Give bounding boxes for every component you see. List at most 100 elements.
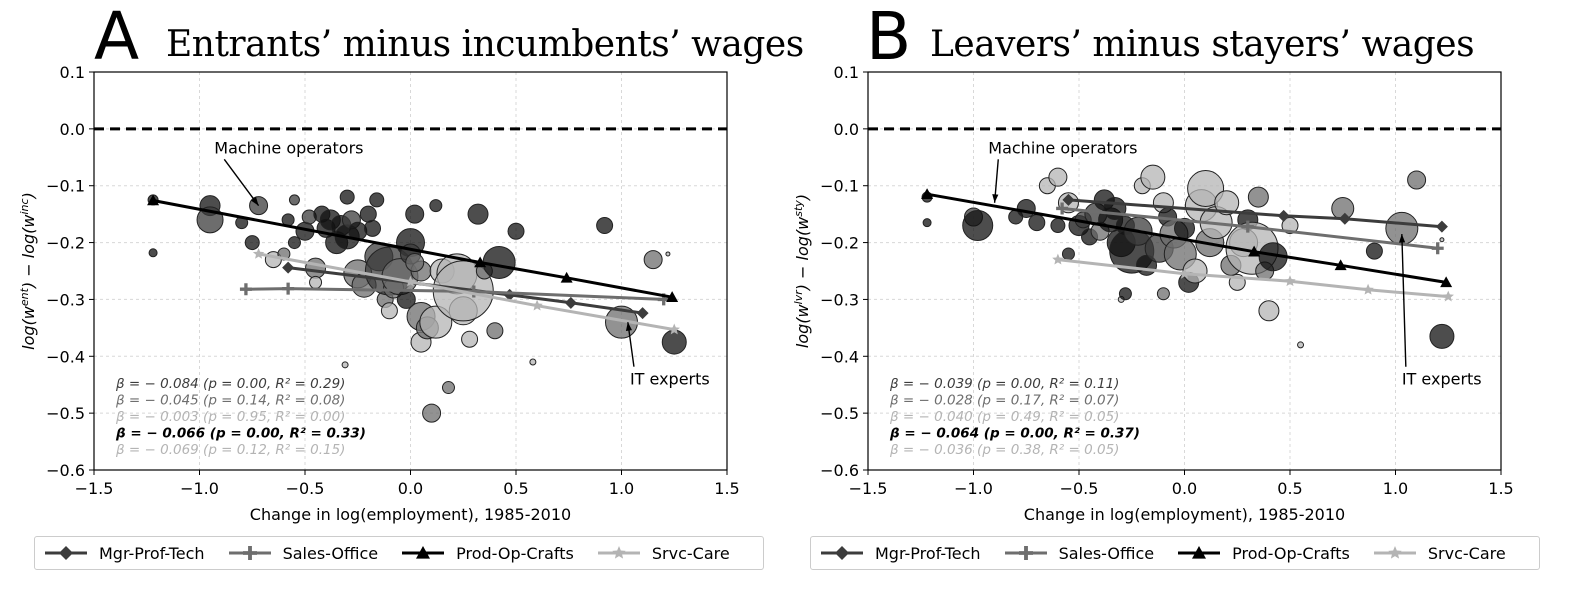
annotation-arrowhead — [251, 196, 259, 206]
data-point — [1103, 196, 1127, 220]
legend-star-icon — [1373, 546, 1416, 559]
x-tick-label: −1.5 — [75, 479, 114, 498]
legend-item: Mgr-Prof-Tech — [43, 544, 205, 563]
data-point — [1187, 170, 1225, 208]
fit-line-marker — [252, 247, 265, 259]
fit-line-marker — [668, 323, 680, 335]
legend-plus-icon — [1004, 546, 1047, 560]
legend-label: Srvc-Care — [651, 543, 730, 563]
fit-line-marker — [1442, 290, 1454, 302]
x-tick-label: 1.5 — [1488, 479, 1513, 498]
annotation-arrowhead — [992, 194, 999, 203]
legend-item: Prod-Op-Crafts — [1176, 544, 1350, 563]
data-point — [305, 257, 327, 279]
legend-label: Sales-Office — [1058, 543, 1155, 563]
annotation-arrowhead — [1399, 234, 1406, 243]
y-axis-label: log(wlvr) − log(wsty) — [792, 194, 812, 348]
fit-line-mgr-prof-tech — [1062, 193, 1448, 233]
data-point — [1061, 247, 1075, 261]
legend-marker — [1192, 546, 1207, 559]
legend-marker — [242, 546, 257, 560]
data-point — [341, 361, 349, 369]
x-tick-label: 1.0 — [609, 479, 634, 498]
regression-stat: β = − 0.069 (p = 0.12, R² = 0.15) — [115, 442, 345, 458]
panel-title: Entrants’ minus incumbents’ wages — [166, 24, 804, 65]
y-tick-label: −0.4 — [46, 347, 85, 366]
fit-line-path — [245, 287, 664, 301]
fit-line-marker — [1248, 245, 1261, 257]
y-tick-label: −0.2 — [820, 234, 859, 253]
legend-triangle-icon — [1178, 546, 1221, 559]
fit-line-marker — [560, 271, 573, 283]
regression-stat: β = − 0.084 (p = 0.00, R² = 0.29) — [115, 376, 345, 392]
data-point — [405, 252, 425, 272]
y-tick-label: −0.6 — [46, 461, 85, 480]
legend-label: Sales-Office — [282, 543, 379, 563]
data-point — [643, 250, 663, 270]
data-point — [486, 322, 504, 340]
y-tick-label: −0.4 — [820, 347, 859, 366]
x-axis-label: Change in log(employment), 1985-2010 — [250, 505, 571, 524]
regression-stat: β = − 0.028 (p = 0.17, R² = 0.07) — [889, 393, 1119, 409]
fit-line-marker — [1178, 267, 1191, 279]
fit-line-marker — [282, 261, 295, 274]
fit-line-sales-office — [239, 282, 670, 306]
fit-line-marker — [1062, 193, 1075, 206]
annotation-label: Machine operators — [988, 138, 1137, 157]
annotation-arrowhead — [625, 322, 633, 331]
legend-item: Sales-Office — [227, 543, 379, 563]
legend-star-icon — [597, 546, 640, 559]
regression-stat: β = − 0.039 (p = 0.00, R² = 0.11) — [889, 376, 1119, 392]
fit-line-marker — [1052, 253, 1064, 265]
legend-diamond-icon — [821, 546, 863, 560]
fit-line-path — [1068, 198, 1443, 229]
y-tick-label: −0.3 — [46, 290, 85, 309]
data-point — [1214, 190, 1240, 216]
fit-line-marker — [1277, 209, 1290, 222]
data-point — [1028, 214, 1046, 232]
fit-line-marker — [1334, 259, 1347, 271]
data-point — [1118, 287, 1132, 301]
annotation: IT experts — [1399, 234, 1482, 389]
legend-triangle-icon — [402, 546, 445, 559]
y-tick-label: −0.1 — [46, 177, 85, 196]
fit-line-marker — [147, 194, 160, 206]
data-point — [244, 235, 260, 251]
scatter-plot-b: −1.5 −1.0 −0.5 0.0 0.5 1.0 1.5 0.1 0.0 −0.1 −0.2 −0… — [792, 63, 1514, 524]
fit-line-marker — [531, 299, 543, 311]
data-point — [661, 329, 687, 355]
fit-line-marker — [1435, 220, 1448, 233]
fit-line-prod-op-crafts — [921, 188, 1453, 288]
fit-line-marker — [666, 291, 679, 302]
fit-line-path — [287, 266, 643, 315]
data-points — [921, 164, 1455, 349]
annotation-arrow — [1401, 234, 1407, 367]
fit-line-marker — [282, 282, 295, 295]
annotation-arrow — [223, 158, 260, 207]
fit-line-marker — [1431, 242, 1444, 255]
legend-item: Sales-Office — [1003, 543, 1155, 563]
fit-line-prod-op-crafts — [147, 194, 679, 302]
data-point — [962, 210, 994, 242]
data-point — [148, 248, 158, 258]
fit-line-marker — [1284, 275, 1296, 287]
regression-stat: β = − 0.066 (p = 0.00, R² = 0.33) — [115, 426, 366, 442]
regression-stat: β = − 0.003 (p = 0.95, R² = 0.00) — [115, 409, 345, 425]
data-point — [287, 236, 301, 250]
y-tick-label: −0.6 — [820, 461, 859, 480]
legend-marker — [1388, 546, 1402, 559]
panel-a: A Entrants’ minus incumbents’ wages −1.5… — [0, 0, 804, 604]
y-axis-label: log(went) − log(winc) — [18, 192, 38, 350]
fit-line-marker — [636, 307, 649, 320]
legend-marker — [59, 546, 73, 560]
x-tick-label: 1.5 — [714, 479, 739, 498]
fit-line-srvc-care — [252, 247, 680, 335]
data-point — [1297, 341, 1305, 349]
data-points — [147, 189, 687, 423]
data-point — [309, 275, 323, 289]
data-point — [339, 189, 355, 205]
y-tick-label: −0.3 — [820, 290, 859, 309]
fit-line-srvc-care — [1052, 253, 1454, 302]
data-point — [429, 199, 443, 213]
data-point — [529, 358, 537, 366]
